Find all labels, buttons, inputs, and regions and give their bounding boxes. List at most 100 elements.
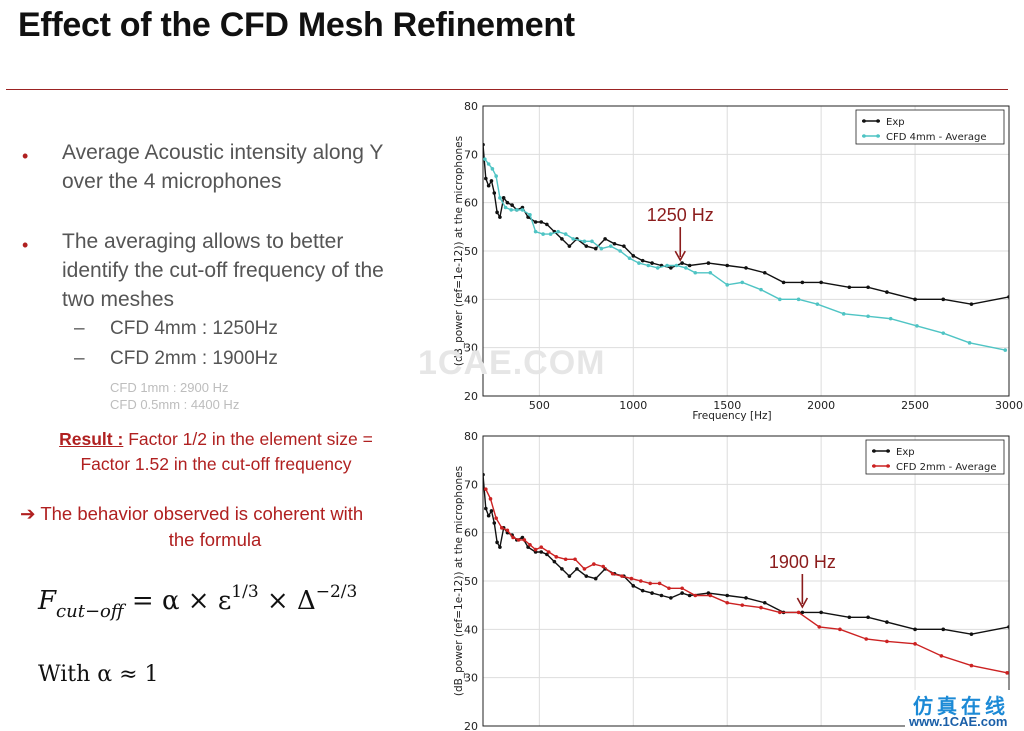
series-point <box>838 627 842 632</box>
series-point <box>885 639 889 644</box>
series-point <box>573 557 577 562</box>
legend-dot <box>872 464 876 468</box>
series-point <box>592 562 596 566</box>
result-label: Result : <box>59 429 124 449</box>
annotation-arrow-head <box>674 250 686 262</box>
legend-label: CFD 2mm - Average <box>896 462 997 473</box>
series-point <box>969 632 974 636</box>
series-point <box>548 232 553 236</box>
series-point <box>484 176 488 181</box>
y-tick-label: 70 <box>464 148 478 161</box>
series-point <box>941 297 946 302</box>
series-point <box>541 232 545 236</box>
series-point <box>693 593 698 598</box>
series-point <box>781 280 786 285</box>
site-logo-cn: 仿真在线 <box>913 694 1009 718</box>
series-point <box>744 266 748 270</box>
chart-cfd2mm: 20 30 40 50 60 70 80 (dB_power (ref=1e-12)) at … <box>453 430 1010 731</box>
x-tick-label: 2500 <box>901 399 929 412</box>
plot-frame <box>482 105 1010 397</box>
formula-sup-2: −2/3 <box>315 582 358 602</box>
series-point <box>847 615 852 620</box>
series-point <box>815 302 820 306</box>
series-point <box>584 574 589 578</box>
series-point <box>693 270 698 275</box>
series-point <box>640 258 645 263</box>
series-point <box>762 270 767 275</box>
with-alpha: With α ≈ 1 <box>38 662 159 687</box>
series-point <box>680 591 684 595</box>
series-point <box>740 603 745 607</box>
series-point <box>603 237 607 241</box>
series-line <box>483 144 1009 305</box>
series-point <box>680 586 684 591</box>
series-point <box>885 620 889 624</box>
series-point <box>498 215 502 219</box>
series-0 <box>483 472 1009 636</box>
series-point <box>539 545 544 549</box>
series-point <box>800 280 805 285</box>
series-point <box>778 297 782 302</box>
x-tick-label: 3000 <box>995 399 1023 412</box>
series-point <box>560 237 564 241</box>
series-point <box>510 203 514 207</box>
y-tick-label: 80 <box>464 430 478 443</box>
y-tick-label: 80 <box>464 100 478 113</box>
legend-label: CFD 4mm - Average <box>886 132 987 143</box>
series-line <box>483 474 1009 635</box>
y-tick-label: 20 <box>464 720 478 731</box>
series-point <box>796 610 801 615</box>
series-point <box>582 239 587 244</box>
series-point <box>618 249 622 253</box>
y-tick-label: 50 <box>464 575 478 588</box>
result-line-1: Factor 1/2 in the element size = <box>123 429 373 449</box>
series-point <box>888 316 893 321</box>
series-point <box>847 285 852 290</box>
series-point <box>657 581 662 586</box>
y-tick-label: 40 <box>464 293 478 306</box>
y-axis-label: (dB_power (ref=1e-12)) at the microphone… <box>453 466 465 696</box>
bullet-1-text: Average Acoustic intensity along Y over … <box>62 138 383 196</box>
series-point <box>800 610 805 615</box>
site-logo: 仿真在线 www.1CAE.com <box>905 690 1024 731</box>
series-point <box>708 593 713 598</box>
series-point <box>488 497 493 501</box>
series-point <box>552 559 557 564</box>
series-point <box>817 625 822 629</box>
series-point <box>494 516 498 520</box>
series-point <box>520 535 525 540</box>
formula-subscript: cut−off <box>56 601 124 622</box>
series-point <box>866 285 870 290</box>
series-point <box>650 591 654 595</box>
series-point <box>495 210 499 215</box>
series-point <box>567 244 572 248</box>
series-point <box>520 208 525 212</box>
series-point <box>640 588 645 593</box>
y-tick-label: 20 <box>464 390 478 403</box>
legend-dot <box>862 134 866 138</box>
y-tick-label: 60 <box>464 197 478 210</box>
series-point <box>915 324 919 328</box>
series-point <box>969 663 974 668</box>
series-point <box>593 246 598 251</box>
series-point <box>1003 348 1008 352</box>
series-point <box>684 266 688 270</box>
sub-item-cfd4: CFD 4mm : 1250Hz <box>110 318 278 339</box>
series-point <box>494 174 498 178</box>
series-point <box>864 637 869 641</box>
legend-dot <box>872 449 876 453</box>
series-point <box>484 506 488 511</box>
x-axis-label: Frequency [Hz] <box>692 410 771 422</box>
series-point <box>913 642 917 646</box>
series-point <box>571 237 575 241</box>
series-point <box>486 162 491 166</box>
series-point <box>593 576 598 581</box>
series-point <box>498 545 502 549</box>
series-point <box>601 564 606 569</box>
series-point <box>545 552 549 557</box>
dash-marker: – <box>74 318 85 339</box>
small-item-cfd05: CFD 0.5mm : 4400 Hz <box>110 397 240 412</box>
series-point <box>499 526 504 530</box>
bullet-1-line-2: over the 4 microphones <box>62 170 282 193</box>
series-point <box>516 538 521 542</box>
